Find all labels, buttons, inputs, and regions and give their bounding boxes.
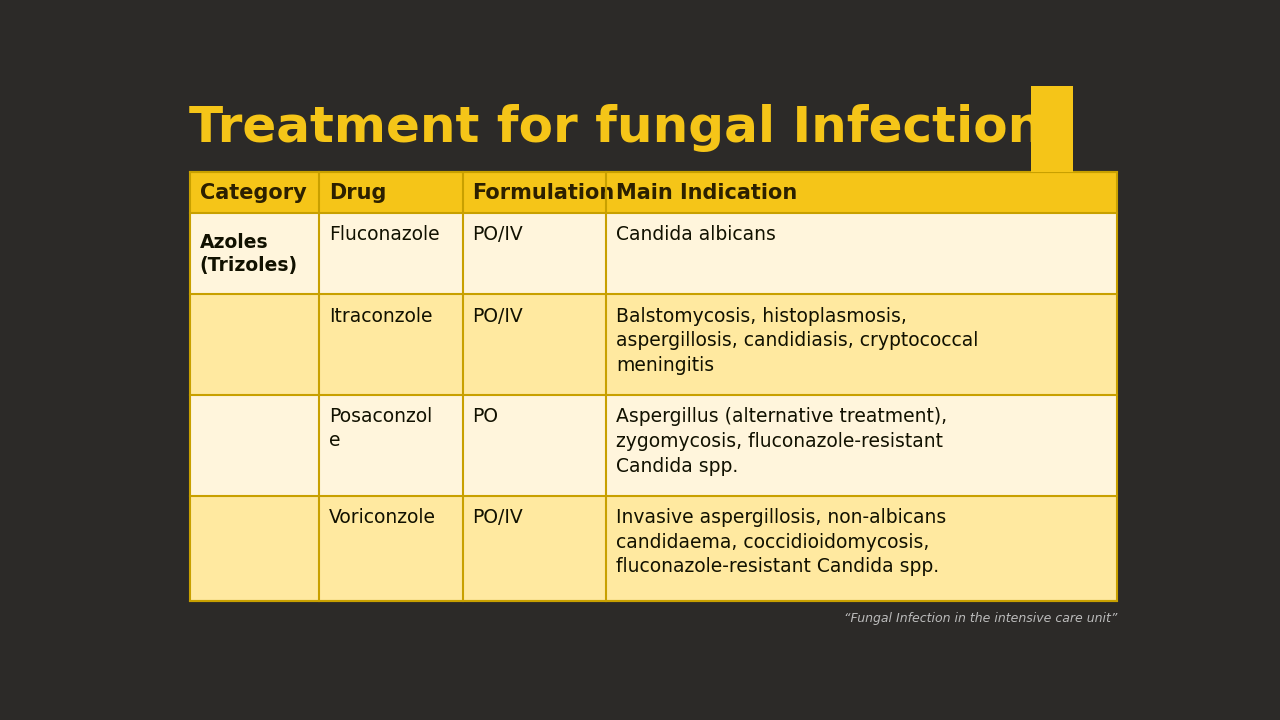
- Text: PO: PO: [472, 408, 498, 426]
- Bar: [189, 395, 1117, 496]
- Text: Formulation: Formulation: [472, 183, 614, 203]
- Bar: [189, 172, 1117, 601]
- Text: Main Indication: Main Indication: [617, 183, 797, 203]
- Text: PO/IV: PO/IV: [472, 225, 524, 244]
- Text: Candida albicans: Candida albicans: [617, 225, 776, 244]
- Text: Fluconazole: Fluconazole: [329, 225, 439, 244]
- Bar: [189, 172, 1117, 213]
- Text: Voriconzole: Voriconzole: [329, 508, 435, 527]
- Text: Invasive aspergillosis, non-albicans
candidaema, coccidioidomycosis,
fluconazole: Invasive aspergillosis, non-albicans can…: [617, 508, 947, 577]
- Text: Drug: Drug: [329, 183, 387, 203]
- Bar: [189, 496, 1117, 601]
- Bar: [1030, 86, 1073, 172]
- Text: PO/IV: PO/IV: [472, 508, 524, 527]
- Text: Posaconzol
e: Posaconzol e: [329, 408, 431, 450]
- Bar: [189, 213, 1117, 294]
- Text: Balstomycosis, histoplasmosis,
aspergillosis, candidiasis, cryptococcal
meningit: Balstomycosis, histoplasmosis, aspergill…: [617, 307, 979, 375]
- Text: Azoles
(Trizoles): Azoles (Trizoles): [200, 233, 298, 275]
- Text: Aspergillus (alternative treatment),
zygomycosis, fluconazole-resistant
Candida : Aspergillus (alternative treatment), zyg…: [617, 408, 947, 476]
- Text: PO/IV: PO/IV: [472, 307, 524, 325]
- Text: Treatment for fungal Infection: Treatment for fungal Infection: [189, 104, 1043, 152]
- Text: “Fungal Infection in the intensive care unit”: “Fungal Infection in the intensive care …: [844, 612, 1117, 625]
- Bar: [189, 294, 1117, 395]
- Text: Itraconzole: Itraconzole: [329, 307, 433, 325]
- Text: Category: Category: [200, 183, 306, 203]
